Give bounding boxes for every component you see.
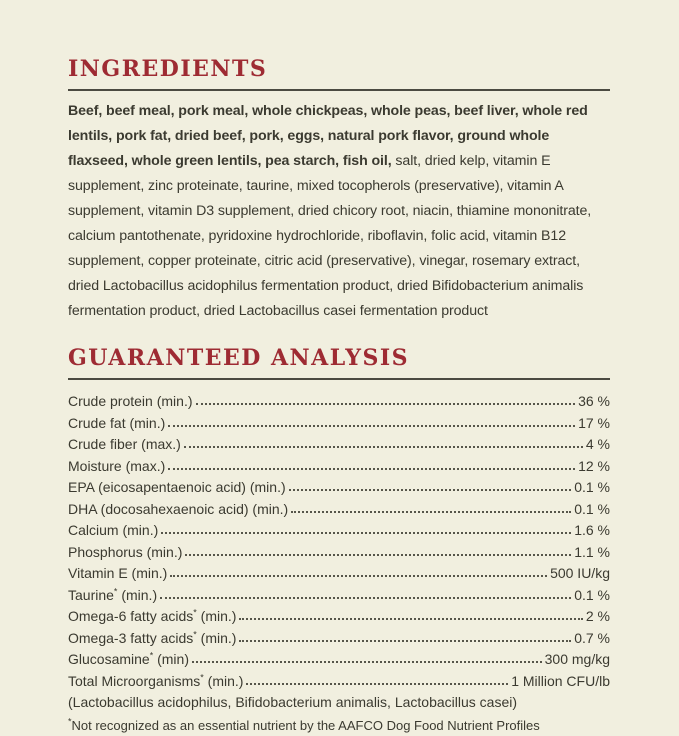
ingredients-heading: INGREDIENTS: [68, 56, 268, 82]
ingredients-text: Beef, beef meal, pork meal, whole chickp…: [68, 99, 610, 324]
analysis-row-crude-protein: Crude protein (min.) 36 %: [68, 391, 610, 413]
analysis-row-epa: EPA (eicosapentaenoic acid) (min.) 0.1 %: [68, 477, 610, 499]
row-label: DHA (docosahexaenoic acid) (min.): [68, 500, 289, 517]
guaranteed-analysis-divider: [68, 378, 610, 381]
dot-leader: [183, 446, 583, 449]
row-value: 4 %: [585, 436, 610, 453]
asterisk-marker: *: [200, 672, 204, 683]
dot-leader: [168, 467, 576, 470]
aafco-footnote: *Not recognized as an essential nutrient…: [68, 715, 610, 736]
dot-leader: [185, 553, 572, 556]
ingredients-secondary-list: salt, dried kelp, vitamin E supplement, …: [68, 153, 592, 320]
asterisk-marker: *: [193, 629, 197, 640]
label-page: INGREDIENTS Beef, beef meal, pork meal, …: [68, 57, 610, 733]
analysis-row-crude-fiber: Crude fiber (max.) 4 %: [68, 434, 610, 456]
row-value: 1.1 %: [574, 543, 610, 560]
analysis-row-omega-3: Omega-3 fatty acids* (min.) 0.7 %: [68, 628, 610, 650]
analysis-row-phosphorus: Phosphorus (min.) 1.1 %: [68, 542, 610, 564]
row-label: Moisture (max.): [68, 457, 166, 474]
analysis-table: Crude protein (min.) 36 % Crude fat (min…: [68, 391, 610, 692]
row-label: Glucosamine* (min): [68, 650, 189, 668]
row-label: Crude protein (min.): [68, 393, 193, 410]
row-value: 300 mg/kg: [544, 651, 610, 668]
row-label: Total Microorganisms* (min.): [68, 672, 244, 689]
ingredients-divider: [68, 89, 610, 92]
row-value: 500 IU/kg: [550, 565, 610, 582]
ingredients-section: INGREDIENTS Beef, beef meal, pork meal, …: [68, 57, 610, 324]
row-label: Crude fiber (max.): [68, 436, 181, 453]
dot-leader: [288, 489, 572, 492]
dot-leader: [246, 682, 509, 685]
aafco-footnote-text: Not recognized as an essential nutrient …: [71, 717, 540, 733]
dot-leader: [239, 639, 572, 642]
analysis-row-crude-fat: Crude fat (min.) 17 %: [68, 413, 610, 435]
guaranteed-analysis-section: GUARANTEED ANALYSIS Crude protein (min.)…: [68, 346, 610, 736]
row-value: 36 %: [578, 393, 610, 410]
row-value: 2 %: [585, 608, 610, 625]
row-value: 0.1 %: [574, 479, 610, 496]
analysis-row-dha: DHA (docosahexaenoic acid) (min.) 0.1 %: [68, 499, 610, 521]
dot-leader: [168, 424, 576, 427]
row-value: 12 %: [578, 457, 610, 474]
row-label: Crude fat (min.): [68, 414, 166, 431]
dot-leader: [192, 661, 542, 664]
row-label: Omega-3 fatty acids* (min.): [68, 629, 237, 646]
row-value: 1 Million CFU/lb: [511, 672, 610, 689]
row-value: 0.7 %: [574, 629, 610, 646]
analysis-row-glucosamine: Glucosamine* (min) 300 mg/kg: [68, 649, 610, 671]
dot-leader: [160, 596, 572, 599]
dot-leader: [239, 618, 583, 621]
asterisk-marker: *: [193, 607, 197, 618]
row-label: Calcium (min.): [68, 522, 159, 539]
row-value: 0.1 %: [574, 500, 610, 517]
analysis-row-moisture: Moisture (max.) 12 %: [68, 456, 610, 478]
dot-leader: [161, 532, 572, 535]
microorganisms-species-note: (Lactobacillus acidophilus, Bifidobacter…: [68, 694, 517, 711]
dot-leader: [170, 575, 548, 578]
analysis-row-vitamin-e: Vitamin E (min.) 500 IU/kg: [68, 563, 610, 585]
row-value: 1.6 %: [574, 522, 610, 539]
analysis-row-omega-6: Omega-6 fatty acids* (min.) 2 %: [68, 606, 610, 628]
row-value: 0.1 %: [574, 586, 610, 603]
ingredients-primary-list: Beef, beef meal, pork meal, whole chickp…: [68, 103, 588, 170]
dot-leader: [195, 403, 576, 406]
row-label: EPA (eicosapentaenoic acid) (min.): [68, 479, 286, 496]
dot-leader: [291, 510, 572, 513]
analysis-row-calcium: Calcium (min.) 1.6 %: [68, 520, 610, 542]
asterisk-marker: *: [113, 586, 118, 597]
row-value: 17 %: [578, 414, 610, 431]
analysis-row-total-microorganisms: Total Microorganisms* (min.) 1 Million C…: [68, 671, 610, 693]
row-label: Taurine* (min.): [68, 586, 158, 603]
guaranteed-analysis-heading: GUARANTEED ANALYSIS: [68, 345, 410, 372]
row-label: Phosphorus (min.): [68, 543, 183, 560]
asterisk-marker: *: [149, 650, 154, 661]
row-label: Omega-6 fatty acids* (min.): [68, 607, 237, 625]
analysis-row-taurine: Taurine* (min.) 0.1 %: [68, 585, 610, 607]
row-label: Vitamin E (min.): [68, 565, 168, 582]
